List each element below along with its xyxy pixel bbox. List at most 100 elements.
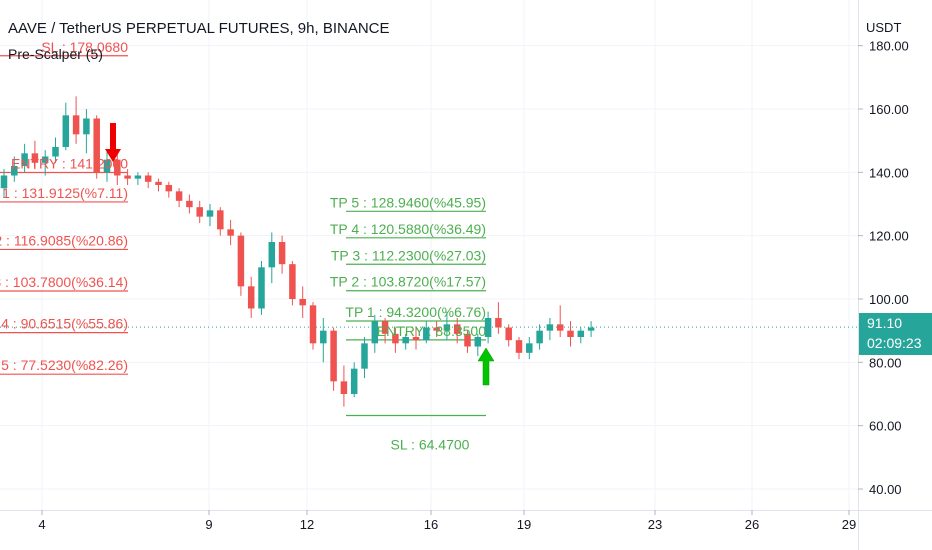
candle-body: [412, 336, 420, 341]
candle-body: [443, 324, 451, 331]
x-tick-label: 4: [38, 517, 45, 532]
candle-body: [165, 184, 173, 192]
candle-body: [402, 336, 409, 344]
x-tick-label: 23: [648, 517, 662, 532]
candle-body: [495, 317, 502, 328]
candle-body: [320, 330, 327, 344]
candle-body: [361, 343, 368, 369]
candle-body: [433, 327, 440, 331]
candle-body: [196, 207, 203, 217]
buy-sl-label: SL : 64.4700: [391, 437, 470, 453]
x-tick-label: 29: [842, 517, 856, 532]
candle-body: [237, 235, 245, 287]
candles: [0, 96, 595, 407]
candle-body: [41, 156, 49, 163]
candle-body: [217, 210, 224, 230]
sell-tp-label: TP 3 : 103.7800(%36.14): [0, 274, 128, 290]
candle-body: [423, 327, 430, 341]
candle-body: [134, 175, 142, 179]
signal-labels: SL : 178.0680 ENTRY : 141.2000 TP 1 : 131.…: [0, 39, 486, 453]
candle-body: [536, 330, 543, 344]
candle-body: [546, 324, 554, 331]
candle-body: [392, 333, 399, 344]
candle-body: [577, 330, 585, 337]
buy-tp-label: TP 4 : 120.5880(%36.49): [330, 221, 486, 237]
candle-body: [21, 153, 28, 166]
candle-body: [144, 175, 152, 182]
sell-tp-label: TP 5 : 77.5230(%82.26): [0, 357, 128, 373]
candle-body: [474, 336, 482, 347]
y-tick-label: 140.00: [869, 165, 909, 180]
sell-tp-label: TP 1 : 131.9125(%7.11): [0, 185, 128, 201]
candle-body: [330, 330, 337, 382]
indicator-legend[interactable]: Pre-Scalper (5): [8, 46, 103, 62]
currency-label: USDT: [866, 20, 902, 35]
y-tick-label: 40.00: [869, 482, 902, 497]
candle-body: [0, 175, 8, 189]
candle-body: [83, 118, 90, 135]
up-arrow-icon: [477, 347, 495, 386]
candle-body: [289, 264, 296, 299]
candle-body: [258, 267, 265, 309]
sell-tp-label: TP 2 : 116.9085(%20.86): [0, 232, 128, 248]
candle-body: [175, 191, 183, 201]
grid-lines: [0, 0, 858, 510]
candle-body: [93, 118, 100, 173]
candle-body: [227, 229, 234, 236]
down-arrow-icon: [105, 123, 121, 162]
candle-body: [206, 210, 214, 217]
candle-body: [299, 298, 306, 306]
candle-body: [505, 327, 512, 341]
candle-body: [268, 241, 276, 268]
candle-body: [453, 324, 461, 334]
y-tick-label: 60.00: [869, 419, 902, 434]
sell-sl-label: SL : 178.0680: [41, 39, 128, 55]
x-tick-label: 16: [424, 517, 438, 532]
candle-body: [587, 327, 595, 331]
candle-body: [114, 159, 121, 176]
sell-entry-label: ENTRY : 141.2000: [11, 156, 128, 172]
y-tick-label: 80.00: [869, 355, 902, 370]
candle-body: [515, 340, 523, 353]
y-tick-label: 180.00: [869, 39, 909, 54]
chart-title: AAVE / TetherUS PERPETUAL FUTURES, 9h, B…: [8, 20, 390, 37]
candle-body: [247, 286, 255, 309]
candle-body: [186, 200, 193, 208]
time-axis[interactable]: 4 9 12 16 19 23 26 29: [0, 510, 932, 532]
candle-body: [464, 333, 471, 347]
candle-body: [381, 321, 389, 334]
candle-body: [103, 159, 111, 173]
buy-entry-label: ENTRY : 88.3500: [377, 323, 486, 339]
candle-body: [371, 321, 379, 344]
candle-body: [278, 241, 286, 265]
candle-body: [11, 165, 18, 176]
sell-tp-label: TP 4 : 90.6515(%55.86): [0, 316, 128, 332]
buy-tp-label: TP 3 : 112.2300(%27.03): [331, 247, 486, 263]
candle-body: [350, 368, 358, 394]
candle-body: [62, 115, 70, 147]
signal-arrows: [105, 123, 495, 386]
buy-tp-label: TP 2 : 103.8720(%17.57): [330, 274, 486, 290]
candle-body: [72, 115, 80, 135]
price-axis[interactable]: 40.00 60.00 80.00 100.00 120.00 140.00 160.00 1…: [858, 0, 909, 550]
candle-body: [556, 324, 564, 331]
x-tick-label: 12: [300, 517, 314, 532]
last-price-label: 91.10: [859, 313, 932, 333]
candle-body: [52, 146, 59, 157]
x-tick-label: 26: [745, 517, 759, 532]
candle-body: [567, 330, 574, 337]
y-tick-label: 120.00: [869, 229, 909, 244]
countdown-label: 02:09:23: [859, 333, 932, 355]
x-tick-label: 9: [205, 517, 212, 532]
candle-body: [31, 153, 39, 163]
y-tick-label: 160.00: [869, 102, 909, 117]
candle-body: [526, 343, 533, 353]
candle-body: [124, 175, 131, 179]
x-tick-label: 19: [517, 517, 531, 532]
candle-body: [309, 305, 317, 344]
candle-body: [484, 317, 492, 337]
buy-tp-label: TP 5 : 128.9460(%45.95): [330, 194, 486, 210]
candle-body: [155, 181, 162, 185]
